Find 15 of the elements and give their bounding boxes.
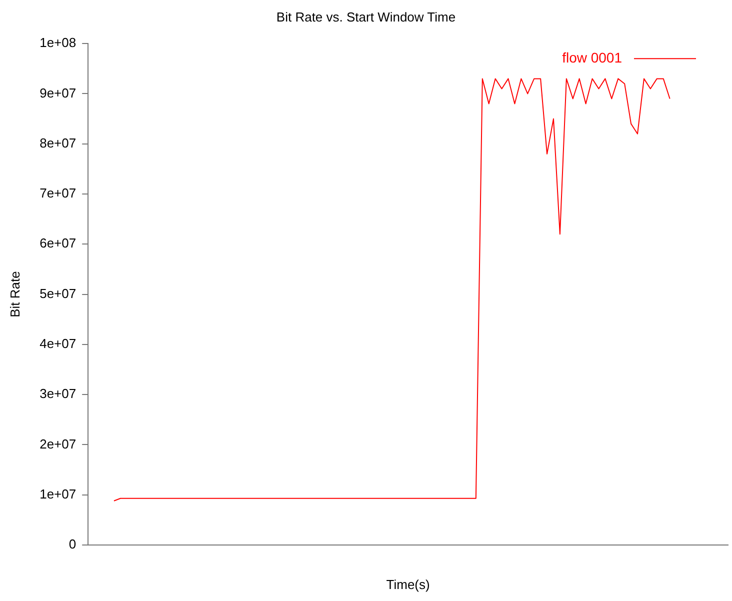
legend-label: flow 0001 bbox=[562, 49, 622, 66]
y-tick-label: 9e+07 bbox=[40, 85, 76, 100]
y-tick-label: 2e+07 bbox=[40, 436, 76, 452]
y-tick-label: 1e+08 bbox=[40, 35, 76, 50]
x-axis-title: Time(s) bbox=[386, 576, 430, 592]
y-tick-label: 7e+07 bbox=[40, 186, 76, 201]
y-tick-label: 4e+07 bbox=[40, 336, 76, 352]
y-axis-title: Bit Rate bbox=[7, 271, 22, 318]
y-tick-label: 8e+07 bbox=[40, 135, 76, 150]
y-tick-label: 1e+07 bbox=[40, 486, 76, 502]
y-tick-label: 3e+07 bbox=[40, 386, 76, 402]
y-tick-label: 6e+07 bbox=[40, 236, 76, 251]
y-tick-label: 5e+07 bbox=[40, 286, 76, 301]
y-tick-label: 0 bbox=[68, 536, 76, 552]
chart-title: Bit Rate vs. Start Window Time bbox=[276, 9, 456, 24]
